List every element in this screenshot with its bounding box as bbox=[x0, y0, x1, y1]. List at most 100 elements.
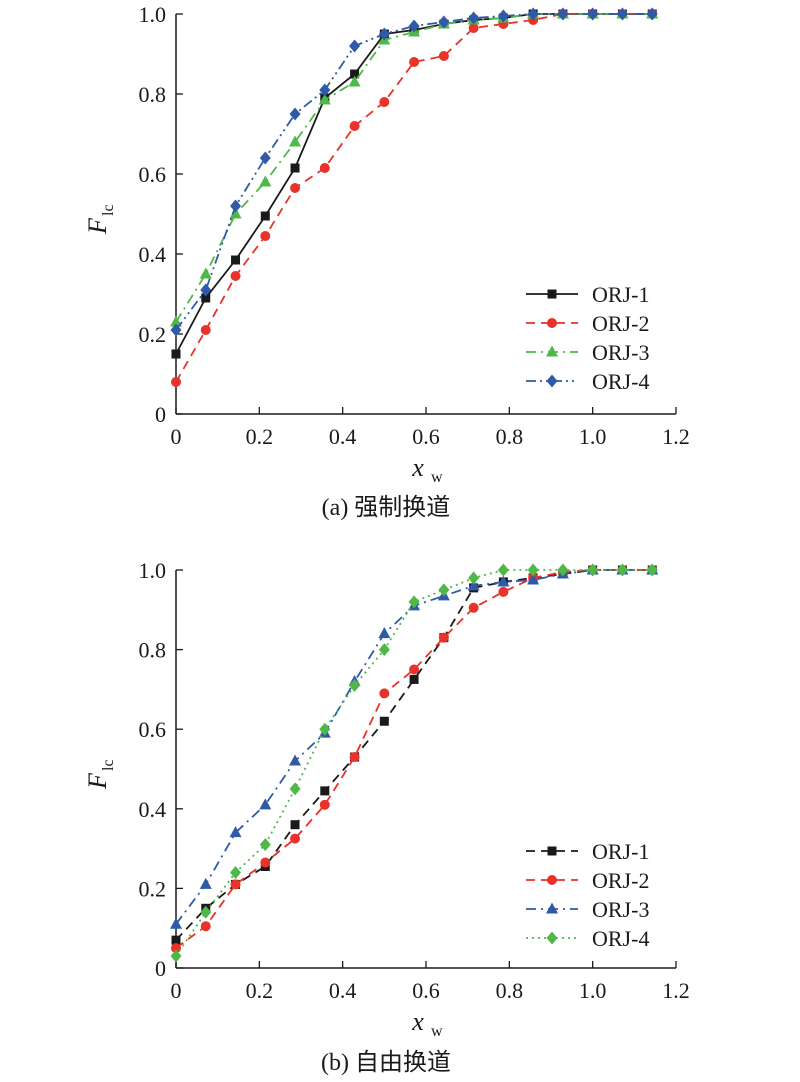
series-ORJ-2 bbox=[171, 565, 658, 954]
x-tick-label: 0.6 bbox=[412, 424, 440, 449]
data-point bbox=[616, 7, 628, 21]
series-line bbox=[175, 569, 653, 949]
data-point bbox=[527, 563, 539, 577]
data-point bbox=[230, 865, 242, 879]
data-point bbox=[259, 175, 272, 187]
y-tick-label: 0.8 bbox=[139, 638, 167, 663]
y-tick-label: 0.4 bbox=[139, 242, 167, 267]
legend-marker bbox=[546, 345, 558, 357]
data-point bbox=[438, 51, 449, 61]
data-point bbox=[409, 674, 419, 684]
legend-marker bbox=[546, 931, 558, 945]
data-point bbox=[171, 935, 181, 945]
data-point bbox=[231, 255, 241, 265]
legend-label: ORJ-1 bbox=[592, 282, 649, 307]
data-point bbox=[408, 595, 420, 609]
data-point bbox=[259, 151, 271, 165]
data-point bbox=[260, 857, 271, 868]
data-point bbox=[171, 349, 181, 359]
data-point bbox=[201, 293, 211, 303]
x-tick-label: 1.0 bbox=[579, 424, 607, 449]
data-point bbox=[200, 325, 211, 335]
x-tick-label: 0 bbox=[171, 424, 182, 449]
series-ORJ-3 bbox=[170, 7, 659, 327]
data-point bbox=[289, 782, 301, 796]
data-point bbox=[230, 271, 241, 281]
legend-entry: ORJ-2 bbox=[526, 311, 649, 336]
data-point bbox=[378, 643, 390, 657]
data-point bbox=[289, 754, 302, 766]
y-tick-label: 0 bbox=[155, 956, 166, 981]
data-point bbox=[290, 833, 301, 844]
y-tick-label: 0.2 bbox=[139, 876, 167, 901]
data-point bbox=[260, 231, 271, 241]
data-point bbox=[319, 799, 330, 810]
panel-caption: (a) 强制换道 bbox=[322, 494, 451, 521]
data-point bbox=[379, 716, 389, 726]
data-point bbox=[497, 563, 509, 577]
data-point bbox=[200, 905, 212, 919]
series-line bbox=[175, 569, 653, 957]
legend-marker bbox=[547, 875, 557, 885]
y-tick-label: 0.6 bbox=[139, 162, 167, 187]
legend-entry: ORJ-2 bbox=[526, 868, 649, 893]
legend-entry: ORJ-1 bbox=[526, 839, 649, 864]
data-point bbox=[348, 75, 361, 87]
legend-entry: ORJ-3 bbox=[526, 897, 649, 922]
data-point bbox=[229, 826, 242, 838]
y-axis-label-group: Flc bbox=[83, 204, 117, 234]
data-point bbox=[170, 917, 182, 929]
x-tick-label: 0.8 bbox=[496, 424, 524, 449]
y-axis-label-subscript: lc bbox=[100, 204, 117, 216]
data-point bbox=[290, 183, 301, 193]
y-tick-label: 0.2 bbox=[139, 322, 167, 347]
y-axis-label-group: Flc bbox=[83, 759, 117, 789]
x-tick-label: 0.2 bbox=[246, 424, 274, 449]
x-tick-label: 1.2 bbox=[662, 424, 690, 449]
y-tick-label: 0.6 bbox=[139, 717, 167, 742]
x-tick-label: 1.0 bbox=[579, 978, 607, 1003]
data-point bbox=[349, 39, 361, 53]
series-ORJ-1 bbox=[171, 565, 657, 945]
data-point bbox=[378, 627, 391, 639]
y-tick-label: 1.0 bbox=[139, 2, 167, 27]
data-point bbox=[646, 7, 658, 21]
data-point bbox=[527, 7, 539, 21]
x-tick-label: 0 bbox=[171, 978, 182, 1003]
data-point bbox=[230, 879, 241, 890]
series-ORJ-4 bbox=[170, 563, 658, 963]
data-point bbox=[468, 11, 480, 25]
x-tick-label: 0.6 bbox=[412, 978, 440, 1003]
legend-marker bbox=[547, 318, 557, 328]
data-point bbox=[468, 571, 480, 585]
data-point bbox=[170, 323, 182, 337]
data-point bbox=[171, 943, 181, 954]
series-line bbox=[175, 13, 653, 331]
data-point bbox=[527, 573, 540, 585]
panel-a: 0 0.2 0.4 0.6 0.8 1.0 1.2 0 0.2 0.4 0.6 0.8 1.0 x w Flc… bbox=[83, 2, 690, 521]
data-point bbox=[229, 207, 242, 219]
series-line bbox=[175, 13, 653, 383]
data-point bbox=[378, 27, 390, 41]
data-point bbox=[438, 15, 450, 29]
legend-label: ORJ-2 bbox=[592, 868, 649, 893]
y-axis-label: F bbox=[83, 772, 112, 790]
data-point bbox=[289, 135, 302, 147]
data-point bbox=[200, 921, 211, 932]
legend-marker bbox=[546, 902, 558, 914]
legend-label: ORJ-2 bbox=[592, 311, 649, 336]
y-tick-label: 0.4 bbox=[139, 797, 167, 822]
data-point bbox=[289, 107, 301, 121]
x-tick-label: 0.4 bbox=[329, 424, 357, 449]
series-line bbox=[175, 569, 653, 925]
data-point bbox=[170, 315, 182, 327]
x-tick-label: 0.2 bbox=[246, 978, 274, 1003]
data-point bbox=[259, 838, 271, 852]
legend-label: ORJ-1 bbox=[592, 839, 649, 864]
data-point bbox=[438, 583, 450, 597]
legend-entry: ORJ-1 bbox=[526, 282, 649, 307]
data-point bbox=[320, 786, 330, 796]
data-point bbox=[171, 377, 181, 387]
data-point bbox=[318, 93, 331, 105]
